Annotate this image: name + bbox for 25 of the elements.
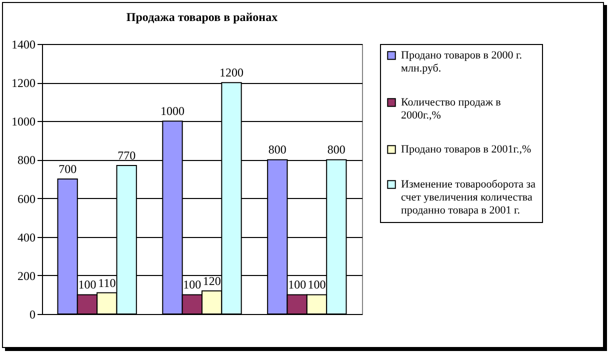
data-label: 800: [268, 142, 286, 157]
data-label: 1000: [160, 104, 184, 118]
data-label: 1200: [220, 66, 244, 80]
chart-title: Продажа товаров в районах: [126, 10, 278, 24]
y-tick-label: 1000: [12, 114, 36, 129]
legend-label: Продано товаров в 2000 г. млн.руб.: [401, 50, 522, 74]
y-tick-label: 1200: [12, 76, 36, 90]
data-label: 700: [58, 162, 77, 176]
legend-label: Продано товаров в 2001г.,%: [401, 144, 532, 156]
y-tick-label: 600: [18, 192, 36, 206]
legend-label: Изменение товарооборота за счет увеличения количества проданно товара в 2001 г.: [401, 178, 536, 216]
data-label: 100: [78, 278, 96, 292]
y-tick-label: 200: [18, 268, 36, 283]
data-label: 800: [327, 142, 346, 157]
y-tick-label: 1400: [12, 38, 36, 52]
data-label: 100: [308, 278, 326, 292]
data-label: 770: [118, 148, 136, 162]
legend-label: Количество продаж в 2000г.,%: [401, 96, 501, 122]
data-label: 100: [288, 278, 306, 292]
data-label: 110: [98, 276, 116, 290]
y-tick-label: 400: [18, 230, 36, 244]
data-label: 120: [202, 274, 221, 288]
data-label: 100: [183, 278, 202, 292]
y-tick-label: 0: [30, 308, 36, 322]
y-tick-label: 800: [18, 153, 36, 168]
